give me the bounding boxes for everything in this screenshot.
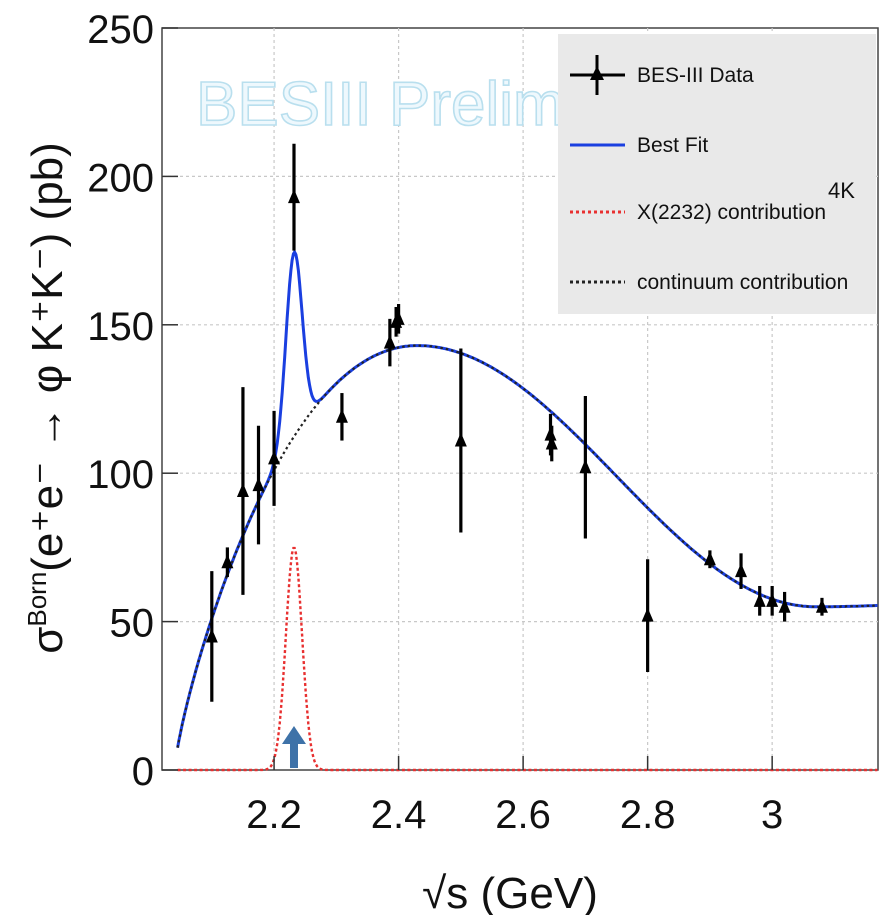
data-point — [703, 550, 716, 569]
legend-label: BES-III Data — [637, 64, 754, 87]
y-tick-label: 100 — [87, 453, 154, 497]
annotation-4k: 4K — [828, 178, 855, 203]
data-point — [383, 318, 396, 367]
data-marker — [735, 563, 748, 578]
arrow-shaft — [289, 742, 298, 768]
y-tick-label: 250 — [87, 8, 154, 52]
y-tick-label: 0 — [132, 750, 154, 794]
x-tick-label: 3 — [761, 793, 783, 837]
data-marker — [778, 598, 791, 613]
data-point — [221, 547, 234, 578]
data-point — [815, 597, 828, 616]
data-marker — [287, 189, 300, 204]
y-tick-label: 200 — [87, 156, 154, 200]
data-point — [766, 585, 779, 616]
data-point — [392, 304, 405, 334]
data-marker — [753, 592, 766, 607]
data-point — [268, 410, 281, 506]
legend-label: Best Fit — [637, 134, 708, 157]
data-marker — [236, 483, 249, 498]
data-point — [287, 143, 300, 251]
arrow-head — [281, 726, 306, 744]
data-marker — [641, 607, 654, 622]
data-marker — [454, 432, 467, 447]
data-point — [753, 585, 766, 616]
y-title-sup: Born — [22, 572, 52, 627]
resonance-curve — [177, 546, 878, 772]
data-marker — [815, 598, 828, 613]
data-marker — [335, 408, 348, 423]
data-point — [335, 393, 348, 441]
data-points — [205, 143, 828, 702]
data-marker — [268, 450, 281, 465]
data-point — [735, 553, 748, 589]
y-axis-title: σBorn(e⁺e⁻ → φ K⁺K⁻) (pb) — [22, 142, 72, 654]
data-point — [236, 387, 249, 595]
data-point — [205, 571, 218, 702]
y-tick-label: 150 — [87, 305, 154, 349]
data-point — [545, 425, 558, 462]
data-marker — [252, 477, 265, 492]
axis-ticks: 2.2 2.4 2.6 2.8 3 0 50 100 150 200 250 — [87, 8, 783, 837]
data-marker — [205, 628, 218, 643]
data-point — [778, 591, 791, 622]
data-marker — [703, 551, 716, 566]
data-point — [579, 396, 592, 539]
resonance-arrow-icon — [281, 726, 306, 768]
data-point — [641, 559, 654, 673]
legend: BES-III Data Best Fit X(2232) contribution… — [558, 34, 876, 314]
y-title-sigma: σ — [23, 627, 72, 654]
data-point — [454, 348, 467, 533]
x-tick-label: 2.8 — [620, 793, 676, 837]
data-point — [252, 425, 265, 545]
legend-label: X(2232) contribution — [637, 201, 826, 224]
legend-box — [558, 34, 876, 314]
data-marker — [392, 310, 405, 325]
legend-label: continuum contribution — [637, 271, 848, 294]
y-tick-label: 50 — [110, 602, 155, 646]
data-marker — [545, 435, 558, 450]
data-marker — [221, 554, 234, 569]
x-tick-label: 2.2 — [246, 793, 302, 837]
data-marker — [766, 592, 779, 607]
data-marker — [579, 459, 592, 474]
x-tick-label: 2.4 — [371, 793, 427, 837]
y-title-reaction: (e⁺e⁻ → φ K⁺K⁻) (pb) — [23, 142, 72, 572]
x-axis-title: √s (GeV) — [422, 869, 598, 915]
x-tick-label: 2.6 — [495, 793, 551, 837]
legend-marker-triangle — [590, 66, 604, 80]
data-marker — [383, 334, 396, 349]
